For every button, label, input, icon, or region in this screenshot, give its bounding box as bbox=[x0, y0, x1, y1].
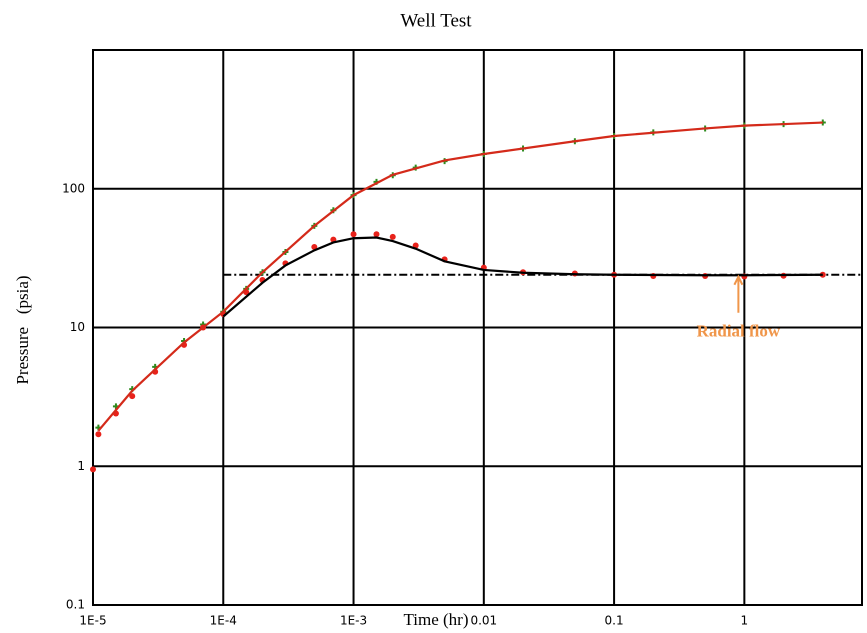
annotation: Radial flow bbox=[697, 322, 781, 341]
annotation-arrow bbox=[733, 274, 744, 313]
data-point bbox=[412, 242, 419, 249]
x-tick-label: 0.1 bbox=[605, 614, 624, 628]
x-tick-label: 1 bbox=[741, 614, 749, 628]
y-tick-label: 10 bbox=[70, 320, 85, 334]
y-tick-label: 1 bbox=[77, 459, 85, 473]
model-line bbox=[97, 121, 823, 432]
x-tick-label: 1E-4 bbox=[210, 614, 237, 628]
x-tick-label: 1E-3 bbox=[340, 614, 367, 628]
y-axis-label: Pressure (psia) bbox=[13, 275, 32, 384]
x-axis-label: Time (hr) bbox=[403, 610, 468, 629]
chart-title: Well Test bbox=[400, 10, 472, 31]
data-point bbox=[350, 231, 357, 238]
data-point bbox=[389, 233, 396, 240]
x-tick-label: 1E-5 bbox=[79, 614, 106, 628]
y-tick-label: 100 bbox=[62, 181, 85, 195]
model-line bbox=[222, 236, 823, 318]
data-point bbox=[90, 466, 96, 473]
data-point bbox=[129, 393, 136, 400]
data-point bbox=[95, 431, 102, 438]
data-point bbox=[373, 231, 380, 238]
x-tick-label: 0.01 bbox=[470, 614, 497, 628]
y-tick-label: 0.1 bbox=[66, 598, 85, 612]
